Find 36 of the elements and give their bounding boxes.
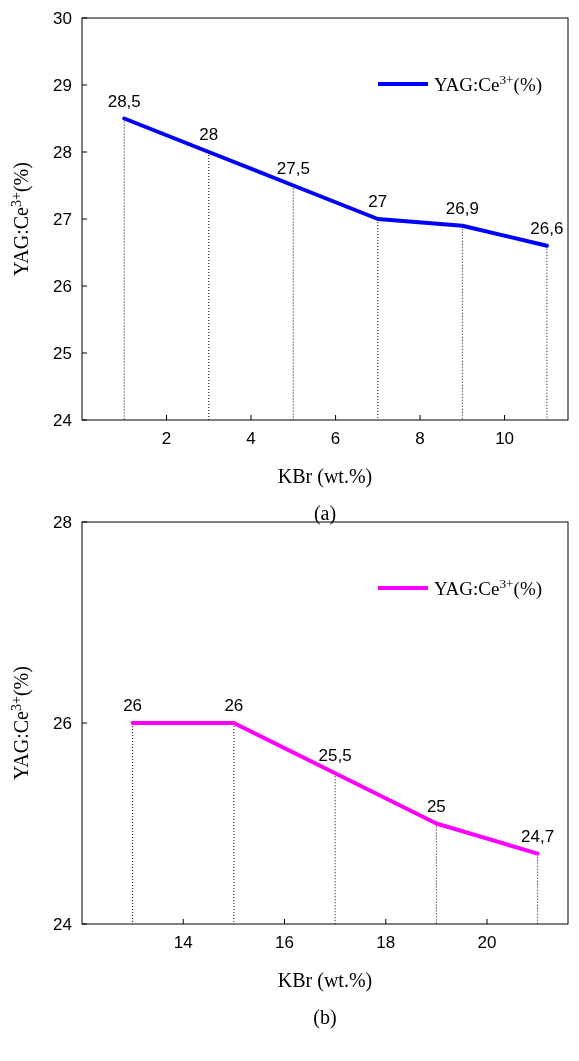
text: (b) — [313, 1006, 337, 1029]
x-tick-label: 6 — [330, 429, 341, 448]
y-tick-label: 26 — [53, 713, 72, 733]
x-axis-title: KBr (wt.%) — [277, 465, 373, 488]
data-label: 26,6 — [530, 218, 564, 238]
y-tick-label: 24 — [53, 914, 72, 934]
x-tick-label: 14 — [173, 933, 193, 952]
data-label: 26 — [224, 696, 244, 715]
y-tick-label: 26 — [53, 276, 72, 296]
legend-label: YAG:Ce$^{3+}$(%) — [434, 575, 543, 600]
x-tick-label: 20 — [477, 933, 497, 952]
x-tick-label: 2 — [161, 429, 172, 448]
x-tick-label: 18 — [376, 933, 396, 952]
y-tick-label: 29 — [53, 75, 72, 95]
legend-label: YAG:Ce$^{3+}$(%) — [434, 71, 543, 96]
x-tick-label: 10 — [495, 429, 515, 448]
data-label: 26 — [123, 696, 143, 715]
x-tick-label: 16 — [275, 933, 294, 952]
y-tick-label: 25 — [53, 343, 72, 363]
data-label: 27 — [368, 192, 388, 211]
data-label: 27,5 — [276, 158, 310, 178]
y-tick-label: 27 — [53, 209, 72, 229]
data-label: 25 — [426, 796, 446, 816]
y-tick-label: 30 — [53, 8, 72, 28]
data-label: 24,7 — [521, 826, 555, 846]
x-axis-title: KBr (wt.%) — [277, 969, 373, 992]
data-label: 28 — [199, 125, 219, 144]
x-tick-label: 4 — [246, 429, 256, 448]
annotation: (a) — [313, 502, 337, 525]
y-tick-label: 28 — [53, 142, 72, 162]
data-label: 25,5 — [318, 746, 352, 766]
data-label: 26,9 — [445, 198, 479, 218]
y-tick-label: 24 — [53, 410, 72, 430]
x-tick-label: 8 — [415, 429, 425, 448]
data-label: 28,5 — [107, 91, 141, 111]
y-tick-label: 28 — [53, 512, 72, 532]
